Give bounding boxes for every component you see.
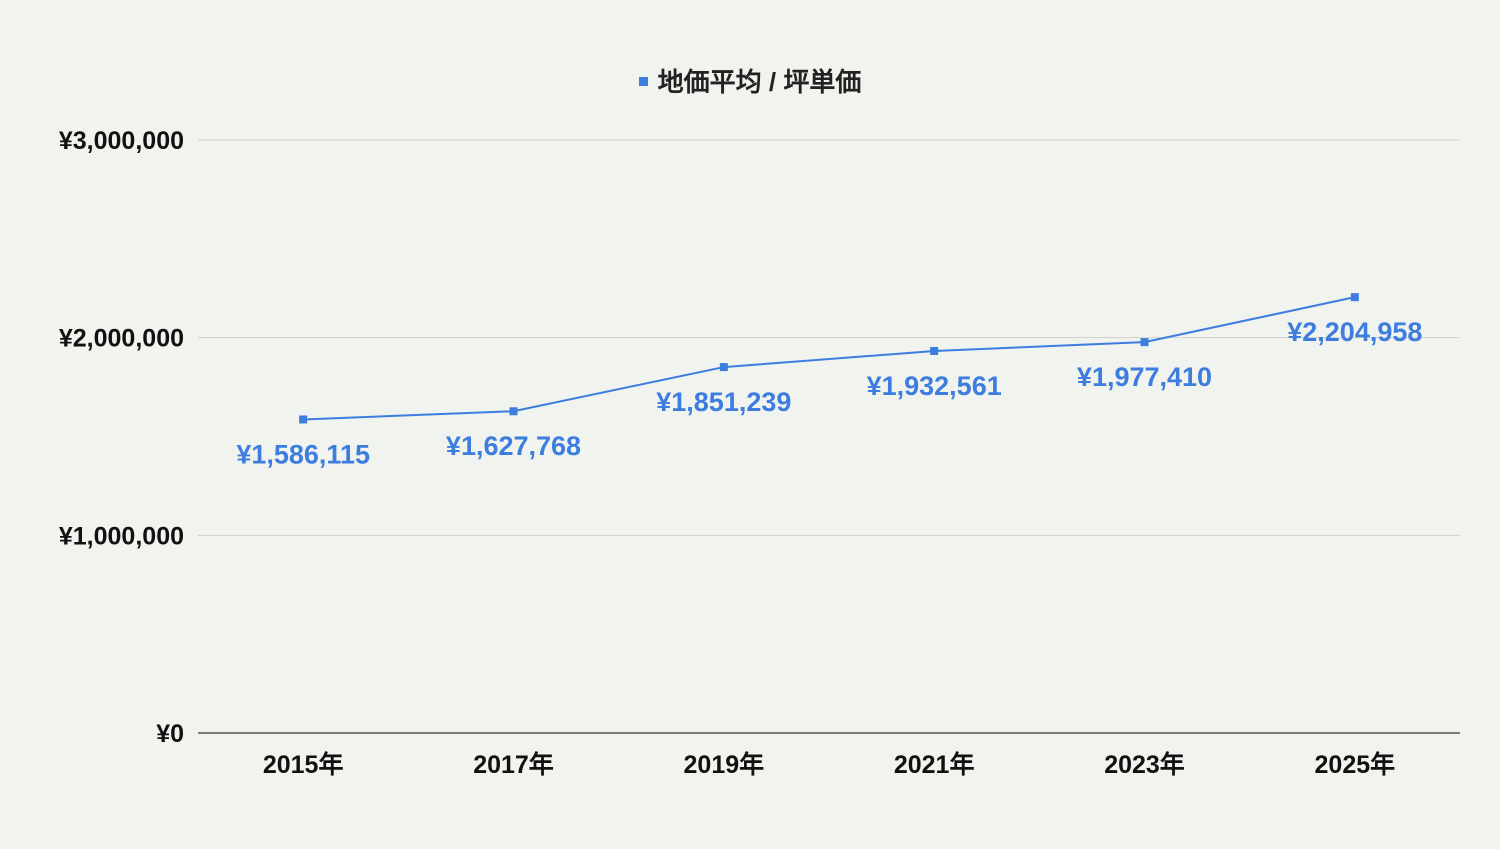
y-tick-labels: ¥0 ¥1,000,000 ¥2,000,000 ¥3,000,000 — [59, 127, 184, 748]
y-tick-label: ¥2,000,000 — [59, 325, 184, 353]
legend: 地価平均 / 坪単価 — [0, 62, 1500, 99]
x-tick-label: 2021年 — [894, 750, 975, 779]
data-label: ¥1,586,115 — [236, 439, 370, 469]
data-label: ¥2,204,958 — [1287, 317, 1422, 347]
data-label: ¥1,932,561 — [867, 371, 1002, 401]
data-point — [299, 415, 308, 424]
data-point — [1350, 293, 1359, 302]
x-tick-label: 2015年 — [263, 750, 344, 779]
x-tick-label: 2017年 — [473, 750, 554, 779]
data-point — [1140, 338, 1149, 347]
legend-label: 地価平均 / 坪単価 — [657, 67, 862, 97]
data-label: ¥1,977,410 — [1077, 362, 1212, 392]
x-tick-label: 2019年 — [684, 750, 765, 779]
x-tick-labels: 2015年 2017年 2019年 2021年 2023年 2025年 — [263, 750, 1395, 779]
gridlines — [198, 139, 1460, 734]
y-tick-label: ¥1,000,000 — [59, 522, 184, 550]
data-label: ¥1,627,768 — [446, 431, 581, 461]
data-labels: ¥1,586,115 ¥1,627,768 ¥1,851,239 ¥1,932,561… — [236, 317, 1422, 469]
y-tick-label: ¥3,000,000 — [59, 127, 184, 155]
y-tick-label: ¥0 — [156, 720, 184, 748]
series — [299, 293, 1359, 424]
series-line — [303, 296, 1356, 421]
legend-swatch — [638, 76, 648, 86]
data-label: ¥1,851,239 — [656, 387, 791, 417]
data-point — [719, 363, 728, 372]
x-tick-label: 2023年 — [1104, 750, 1185, 779]
x-tick-label: 2025年 — [1315, 750, 1396, 779]
data-point — [930, 346, 939, 355]
data-point — [509, 407, 518, 416]
